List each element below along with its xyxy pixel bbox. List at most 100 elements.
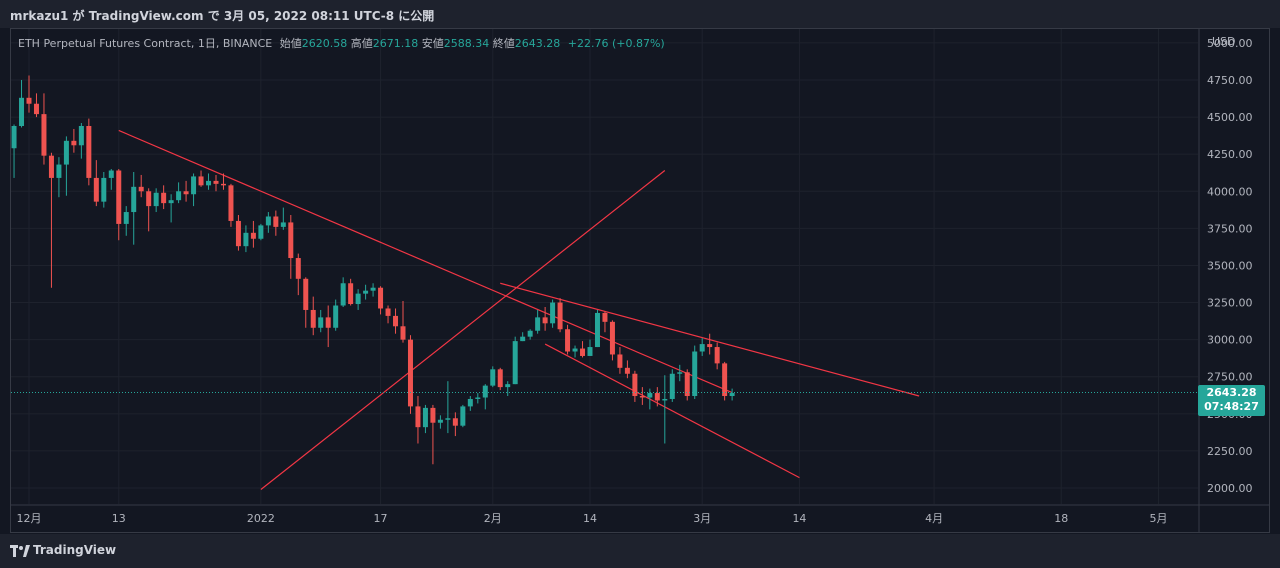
- trendline-upper-descending: [118, 129, 733, 394]
- candle: [56, 157, 62, 198]
- candle: [617, 347, 623, 374]
- candle: [385, 305, 391, 324]
- candle: [303, 277, 309, 328]
- candle-body: [557, 302, 563, 330]
- time-tick-label: 13: [112, 512, 126, 525]
- candle: [445, 381, 451, 434]
- candle-body: [452, 418, 458, 426]
- candle-body: [63, 140, 69, 165]
- candle-body: [228, 185, 234, 221]
- symbol-name: ETH Perpetual Futures Contract, 1日, BINA…: [18, 37, 273, 50]
- candle: [407, 335, 413, 414]
- candle: [93, 160, 99, 207]
- candle-body: [333, 305, 339, 328]
- chart-frame[interactable]: [10, 28, 1270, 533]
- candle: [662, 375, 668, 444]
- currency-label[interactable]: USD: [1212, 35, 1236, 48]
- candle: [280, 207, 286, 230]
- high-value: 2671.18: [372, 37, 419, 50]
- candle-body: [378, 287, 384, 309]
- candle-body: [505, 384, 511, 388]
- candle: [587, 339, 593, 356]
- candle: [318, 309, 324, 333]
- brand-name[interactable]: TradingView: [33, 543, 117, 557]
- candle-body: [176, 191, 182, 201]
- candle-body: [86, 125, 92, 178]
- candle-body: [250, 232, 256, 239]
- candle: [333, 299, 339, 331]
- candle: [11, 124, 17, 178]
- price-tick-label: 3000.00: [1207, 334, 1253, 347]
- candle: [490, 366, 496, 388]
- candle: [220, 173, 226, 190]
- candle: [146, 188, 152, 232]
- candle: [647, 388, 653, 410]
- candle: [722, 361, 728, 401]
- price-tick-label: 2000.00: [1207, 482, 1253, 495]
- candle: [430, 404, 436, 465]
- candle-body: [355, 293, 361, 305]
- candle: [467, 396, 473, 411]
- candle-body: [609, 321, 615, 355]
- candle: [512, 336, 518, 385]
- candle: [460, 404, 466, 428]
- candle: [527, 329, 533, 340]
- candle-body: [235, 220, 241, 247]
- candle: [475, 393, 481, 404]
- change-value: +22.76 (+0.87%): [567, 37, 665, 50]
- current-price-value: 2643.28: [1206, 386, 1257, 399]
- price-tick-label: 4500.00: [1207, 111, 1253, 124]
- candle: [108, 169, 114, 190]
- publish-caption: mrkazu1 が TradingView.com で 3月 05, 2022 …: [10, 9, 435, 23]
- candle-body: [437, 419, 443, 423]
- symbol-legend: ETH Perpetual Futures Contract, 1日, BINA…: [18, 35, 665, 51]
- candle: [639, 387, 645, 405]
- candle-body: [639, 396, 645, 398]
- candle-body: [198, 176, 204, 186]
- candle: [78, 123, 84, 159]
- candle-body: [370, 287, 376, 291]
- candle-body: [669, 373, 675, 399]
- candle: [116, 169, 122, 241]
- candle: [258, 223, 264, 241]
- price-tick-label: 4750.00: [1207, 74, 1253, 87]
- candle-body: [78, 125, 84, 146]
- candle-body: [445, 418, 451, 420]
- candle-body: [243, 232, 249, 247]
- candle: [602, 311, 608, 333]
- candle: [415, 396, 421, 444]
- time-axis: 12月 13 2022 17 2月 14 3月 14 4月 18 5月: [17, 512, 1168, 525]
- candle-body: [692, 351, 698, 397]
- trendline-channel-bottom: [544, 343, 800, 479]
- candle: [228, 183, 234, 227]
- candle-body: [393, 315, 399, 327]
- candle-body: [56, 164, 62, 178]
- candle-body: [467, 398, 473, 407]
- trendline-ascending: [260, 170, 666, 490]
- candle: [168, 194, 174, 223]
- candle-body: [422, 407, 428, 428]
- candle: [191, 173, 197, 207]
- candle-body: [116, 170, 122, 224]
- price-tick-label: 2250.00: [1207, 445, 1253, 458]
- candle: [535, 309, 541, 334]
- candle-body: [273, 216, 279, 227]
- candle-body: [325, 317, 331, 328]
- candle: [714, 342, 720, 370]
- candle: [699, 338, 705, 356]
- candle: [393, 308, 399, 334]
- candle-body: [490, 369, 496, 386]
- candle-body: [699, 344, 705, 352]
- candle: [131, 171, 137, 245]
- candle-body: [400, 326, 406, 340]
- candle-body: [303, 278, 309, 310]
- candle: [101, 171, 107, 208]
- candle-body: [258, 225, 264, 239]
- price-tick-label: 3750.00: [1207, 222, 1253, 235]
- close-label: 終値: [492, 37, 515, 50]
- candle-body: [123, 212, 129, 224]
- candle-body: [191, 176, 197, 195]
- candle-body: [594, 312, 600, 348]
- candle-body: [542, 317, 548, 324]
